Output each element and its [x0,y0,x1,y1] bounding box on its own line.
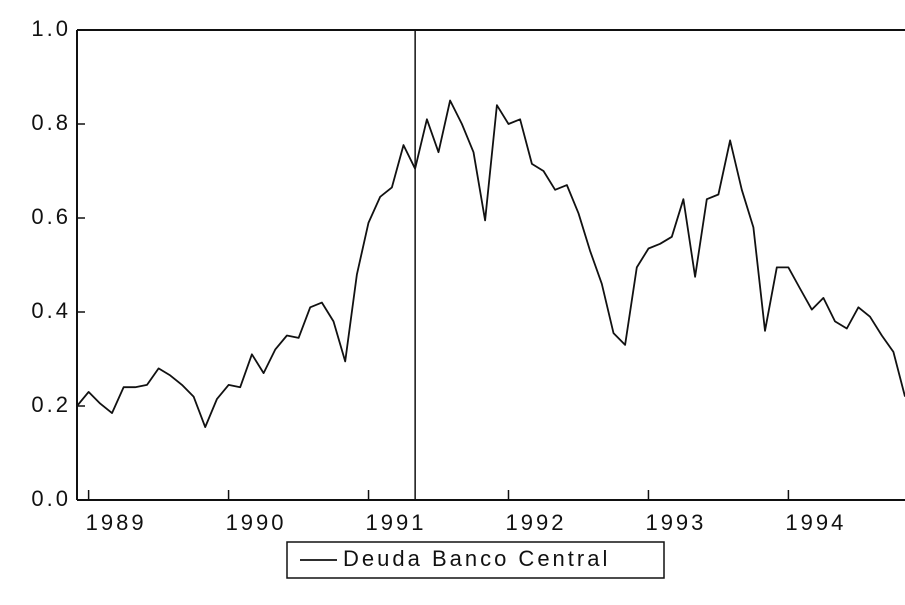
y-tick-label: 1.0 [31,16,71,41]
y-tick-label: 0.4 [31,298,71,323]
legend-box [286,541,665,579]
x-tick-label: 1993 [645,510,706,535]
legend-label: Deuda Banco Central [343,546,610,571]
data-line [76,99,905,428]
y-tick-label: 0.0 [31,486,71,511]
x-tick-label: 1991 [366,510,427,535]
x-tick-label: 1989 [86,510,147,535]
x-tick-label: 1994 [785,510,846,535]
x-tick-label: 1990 [226,510,287,535]
y-tick-label: 0.8 [31,110,71,135]
y-tick-label: 0.6 [31,204,71,229]
x-tick-label: 1992 [505,510,566,535]
y-tick-label: 0.2 [31,392,71,417]
